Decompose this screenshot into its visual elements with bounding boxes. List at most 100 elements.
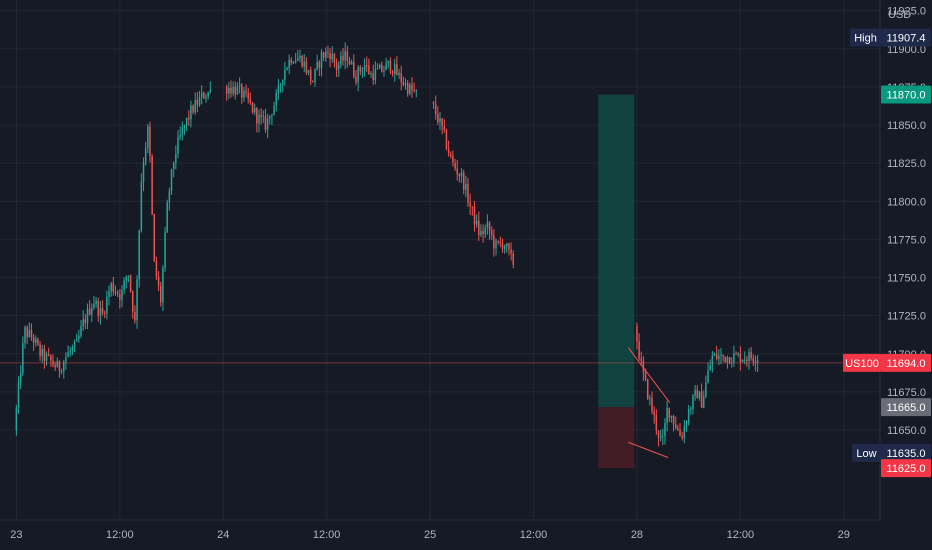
candle-up — [121, 289, 123, 300]
time-tick-label: 23 — [10, 529, 22, 541]
candle-up — [670, 415, 673, 418]
candle-up — [166, 202, 168, 233]
candle-up — [41, 348, 43, 357]
candle-up — [294, 60, 297, 63]
stop-price-badge-value: 11625.0 — [887, 463, 926, 475]
candle-up — [99, 308, 102, 316]
candle-up — [164, 232, 166, 269]
candle-up — [177, 137, 179, 155]
candle-up — [181, 126, 184, 135]
candle-up — [503, 246, 506, 249]
candle-down — [411, 84, 413, 91]
long-position-tool[interactable] — [598, 94, 635, 469]
price-tick-label: 11825.0 — [887, 158, 926, 170]
candle-up — [361, 70, 364, 72]
low-price-badge-bg — [881, 443, 931, 462]
target-price-badge: 11870.0 — [881, 85, 931, 104]
candle-up — [175, 154, 177, 163]
candle-down — [391, 71, 394, 74]
candle-up — [71, 347, 74, 351]
time-axis[interactable]: 23 12:00 24 12:00 25 12:00 28 12:00 29 — [10, 529, 850, 541]
candle-down — [322, 52, 325, 58]
candle-down — [636, 326, 638, 342]
candle-up — [690, 408, 692, 410]
candle-down — [359, 67, 362, 72]
wedge-lower-trendline[interactable] — [628, 441, 669, 458]
candle-down — [389, 60, 392, 72]
stop-loss-zone[interactable] — [598, 407, 635, 469]
candle-down — [301, 56, 303, 67]
candle-down — [30, 330, 33, 338]
candle-up — [378, 64, 381, 69]
candle-up — [138, 230, 140, 280]
candle-up — [756, 360, 759, 364]
price-tick-label: 11750.0 — [887, 273, 926, 285]
candle-up — [56, 361, 59, 368]
candle-up — [415, 90, 418, 92]
candle-down — [488, 222, 491, 231]
candle-down — [241, 84, 243, 98]
candle-up — [484, 228, 487, 234]
candle-up — [17, 382, 20, 408]
candle-up — [207, 92, 209, 97]
candle-down — [333, 54, 336, 63]
last-price-badge-value: 11694.0 — [887, 358, 926, 370]
falling-wedge-drawing[interactable] — [627, 347, 671, 458]
candle-up — [292, 62, 295, 64]
candle-down — [677, 428, 679, 430]
candle-up — [82, 319, 84, 327]
candle-down — [50, 355, 52, 361]
candle-down — [458, 174, 461, 177]
candle-down — [739, 353, 742, 363]
price-badges: 11907.4 High 11870.0 11694.0 US100 11665.0 116… — [843, 28, 931, 478]
candle-up — [398, 72, 400, 75]
candle-down — [353, 61, 355, 77]
candle-down — [43, 348, 46, 361]
candle-down — [467, 183, 469, 203]
candle-up — [288, 59, 290, 69]
candle-down — [508, 243, 510, 250]
entry-price-badge-value: 11665.0 — [887, 402, 926, 414]
candle-down — [497, 240, 499, 243]
candle-up — [337, 64, 340, 70]
candle-up — [136, 279, 138, 321]
candle-down — [157, 276, 160, 286]
candle-up — [720, 354, 722, 356]
candle-down — [651, 397, 653, 412]
candle-up — [698, 391, 701, 399]
candle-down — [490, 230, 493, 236]
candle-up — [271, 115, 273, 117]
candle-up — [275, 93, 277, 106]
candle-up — [123, 280, 125, 290]
candle-up — [19, 373, 22, 383]
candle-up — [22, 343, 24, 374]
high-price-badge-bg — [881, 28, 931, 47]
candle-down — [335, 62, 338, 70]
candle-down — [646, 379, 649, 399]
candle-down — [203, 92, 205, 99]
candle-down — [329, 53, 331, 60]
candle-down — [134, 311, 136, 321]
candle-down — [355, 76, 357, 83]
candle-up — [314, 69, 316, 83]
candle-up — [344, 51, 346, 61]
candle-down — [754, 361, 757, 364]
wedge-upper-trendline[interactable] — [627, 347, 671, 403]
candle-up — [284, 69, 286, 80]
low-price-badge: 11635.0 Low — [852, 443, 931, 462]
candle-down — [728, 357, 731, 364]
candle-up — [286, 68, 288, 70]
candle-down — [97, 300, 100, 316]
candle-up — [331, 54, 334, 60]
candle-up — [303, 61, 306, 67]
candle-down — [129, 275, 132, 292]
candle-up — [28, 330, 31, 337]
candle-up — [460, 172, 463, 177]
high-label-bg — [850, 28, 881, 47]
profit-target-zone[interactable] — [598, 94, 635, 408]
candle-down — [47, 354, 50, 356]
candle-up — [67, 351, 69, 358]
candle-down — [512, 253, 515, 265]
candle-up — [404, 82, 407, 85]
